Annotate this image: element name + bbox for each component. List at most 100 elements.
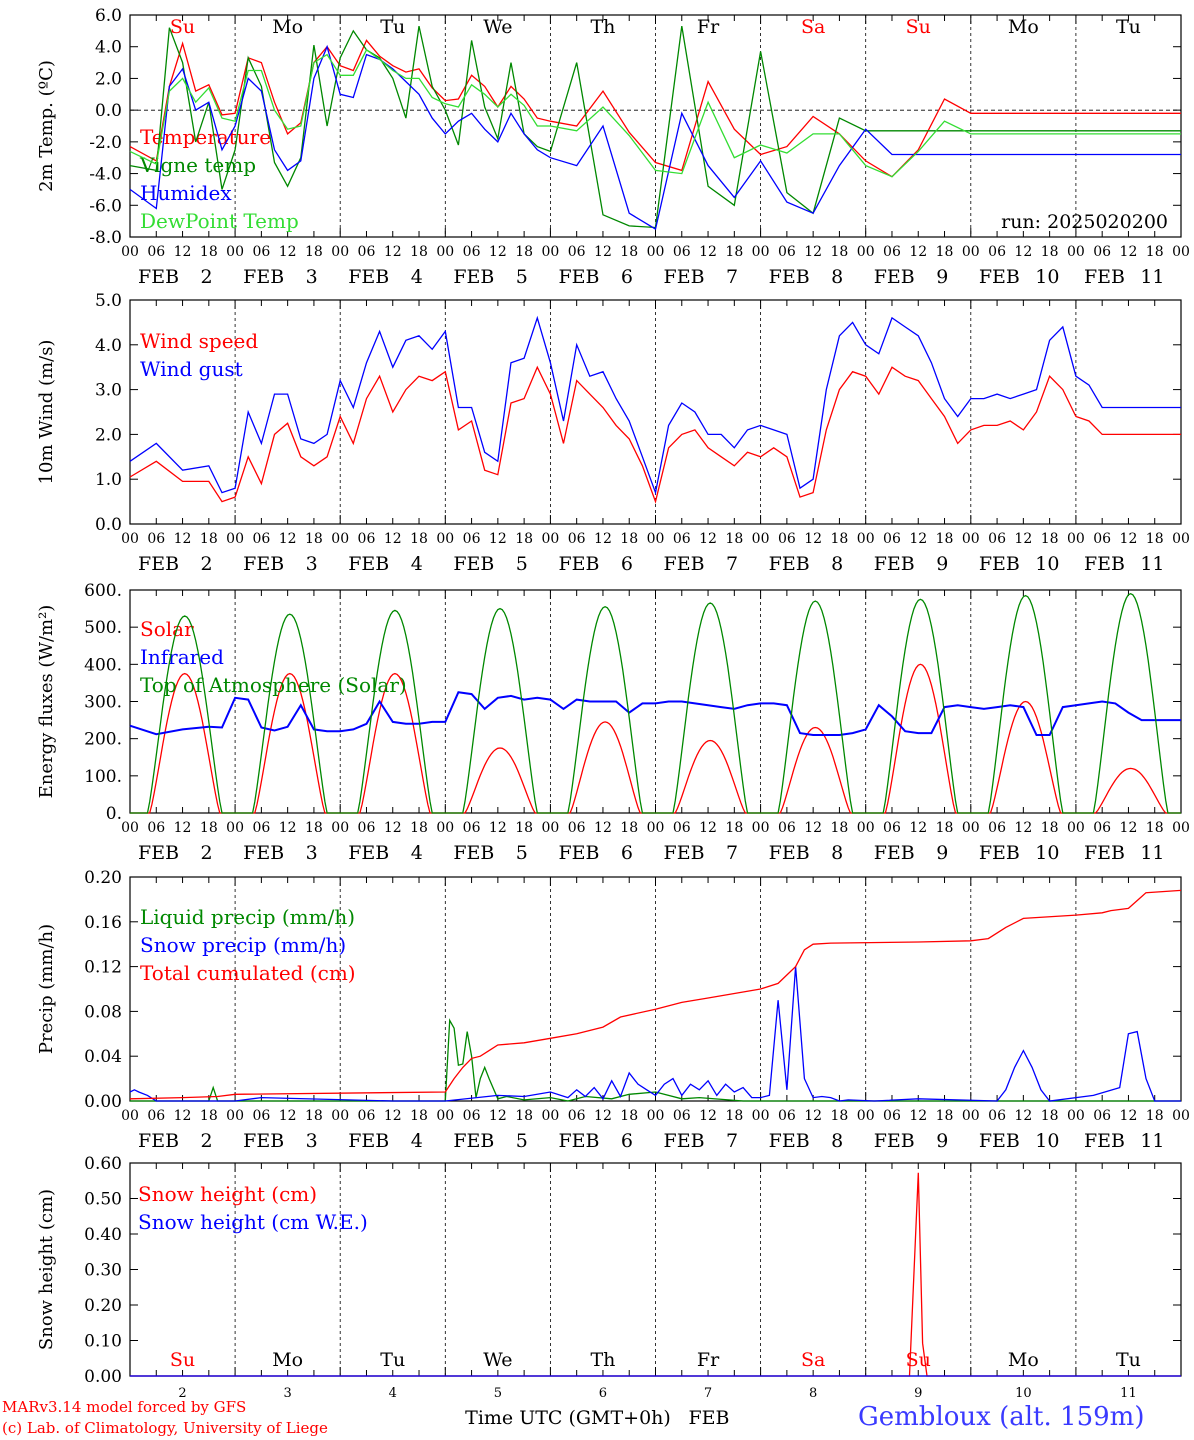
hour-tick-label: 00 [962, 1108, 980, 1124]
legend-entry: Solar [140, 617, 194, 641]
series-wind-gust [129, 315, 1181, 496]
weekday-label: Th [590, 16, 615, 38]
hour-tick-label: 18 [305, 1108, 323, 1124]
weekday-label: We [483, 16, 512, 38]
series-temperature [129, 39, 1181, 178]
hour-tick-label: 00 [752, 244, 770, 260]
date-day-label: 7 [704, 1386, 712, 1401]
legend-entry: Vigne temp [139, 153, 256, 177]
y-tick-label: 0.10 [84, 1332, 122, 1352]
hour-tick-label: 00 [121, 1108, 139, 1124]
hour-tick-label: 18 [620, 244, 638, 260]
hour-tick-label: 00 [436, 820, 454, 836]
date-day-label: 8 [831, 266, 843, 288]
y-tick-label: 500. [84, 618, 122, 638]
date-day-label: 8 [831, 553, 843, 575]
date-day-label: 4 [411, 1130, 423, 1152]
y-tick-label: 0. [106, 804, 122, 824]
date-day-label: 6 [599, 1386, 607, 1401]
hour-tick-label: 06 [568, 531, 586, 547]
hour-tick-label: 06 [463, 531, 481, 547]
date-day-label: 9 [936, 1130, 948, 1152]
hour-tick-label: 12 [174, 244, 192, 260]
hour-tick-label: 18 [1146, 531, 1164, 547]
hour-tick-label: 06 [988, 1108, 1006, 1124]
hour-tick-label: 12 [699, 531, 717, 547]
y-tick-label: 0.50 [84, 1190, 122, 1210]
date-day-label: 7 [726, 1130, 738, 1152]
y-tick-label: 0.30 [84, 1261, 122, 1281]
date-day-label: 3 [306, 842, 318, 864]
y-tick-label: 6.0 [95, 6, 122, 26]
date-month-label: FEB [664, 1130, 705, 1152]
lab-credit: (c) Lab. of Climatology, University of L… [2, 1419, 328, 1437]
date-day-label: 2 [201, 842, 213, 864]
date-month-label: FEB [874, 842, 915, 864]
date-day-label: 10 [1035, 1130, 1059, 1152]
y-tick-label: 100. [84, 767, 122, 787]
hour-tick-label: 18 [200, 820, 218, 836]
y-axis-label: 2m Temp. (ºC) [36, 60, 57, 192]
hour-tick-label: 00 [541, 531, 559, 547]
weekday-label: Tu [380, 1349, 405, 1371]
legend-entry: Liquid precip (mm/h) [140, 905, 355, 929]
hour-tick-label: 12 [489, 820, 507, 836]
hour-tick-label: 12 [489, 1108, 507, 1124]
hour-tick-label: 06 [358, 244, 376, 260]
date-day-label: 9 [936, 553, 948, 575]
model-credit: MARv3.14 model forced by GFS [2, 1398, 247, 1416]
y-tick-label: 0.16 [84, 913, 122, 933]
date-month-label: FEB [1084, 842, 1125, 864]
legend-entry: Snow height (cm W.E.) [138, 1210, 368, 1234]
date-day-label: 9 [914, 1386, 922, 1401]
hour-tick-label: 06 [1093, 1108, 1111, 1124]
date-month-label: FEB [243, 553, 284, 575]
hour-tick-label: 18 [831, 244, 849, 260]
date-day-label: 2 [201, 553, 213, 575]
hour-tick-label: 00 [121, 531, 139, 547]
weekday-label: Tu [1116, 1349, 1141, 1371]
hour-tick-label: 12 [1014, 1108, 1032, 1124]
hour-tick-label: 12 [174, 531, 192, 547]
legend-entry: Wind gust [140, 357, 243, 381]
weekday-label: Fr [697, 1349, 720, 1371]
hour-tick-label: 00 [1067, 1108, 1085, 1124]
y-tick-label: 4.0 [95, 38, 122, 58]
y-tick-label: 1.0 [95, 470, 122, 490]
hour-tick-label: 06 [568, 820, 586, 836]
y-tick-label: 0.0 [95, 101, 122, 121]
hour-tick-label: 12 [384, 244, 402, 260]
hour-tick-label: 18 [620, 531, 638, 547]
date-day-label: 3 [284, 1386, 292, 1401]
hour-tick-label: 00 [857, 1108, 875, 1124]
date-month-label: FEB [979, 1130, 1020, 1152]
hour-tick-label: 00 [1172, 531, 1190, 547]
hour-tick-label: 06 [147, 244, 165, 260]
hour-tick-label: 00 [121, 244, 139, 260]
y-tick-label: -8.0 [89, 228, 122, 248]
hour-tick-label: 00 [647, 531, 665, 547]
hour-tick-label: 06 [252, 1108, 270, 1124]
date-day-label: 5 [516, 266, 528, 288]
hour-tick-label: 12 [174, 1108, 192, 1124]
y-tick-label: 0.40 [84, 1225, 122, 1245]
y-tick-label: 200. [84, 730, 122, 750]
y-tick-label: 2.0 [95, 425, 122, 445]
hour-tick-label: 00 [962, 531, 980, 547]
hour-tick-label: 12 [1120, 244, 1138, 260]
hour-tick-label: 18 [831, 820, 849, 836]
hour-tick-label: 12 [909, 244, 927, 260]
hour-tick-label: 12 [1120, 1108, 1138, 1124]
date-month-label: FEB [348, 266, 389, 288]
hour-tick-label: 12 [804, 531, 822, 547]
legend-entry: DewPoint Temp [140, 209, 299, 233]
date-day-label: 3 [306, 1130, 318, 1152]
hour-tick-label: 12 [594, 820, 612, 836]
weekday-label: Th [590, 1349, 615, 1371]
y-tick-label: 0.04 [84, 1047, 122, 1067]
date-day-label: 8 [831, 842, 843, 864]
hour-tick-label: 12 [384, 531, 402, 547]
date-month-label: FEB [453, 553, 494, 575]
hour-tick-label: 12 [1120, 531, 1138, 547]
date-day-label: 10 [1015, 1386, 1032, 1401]
